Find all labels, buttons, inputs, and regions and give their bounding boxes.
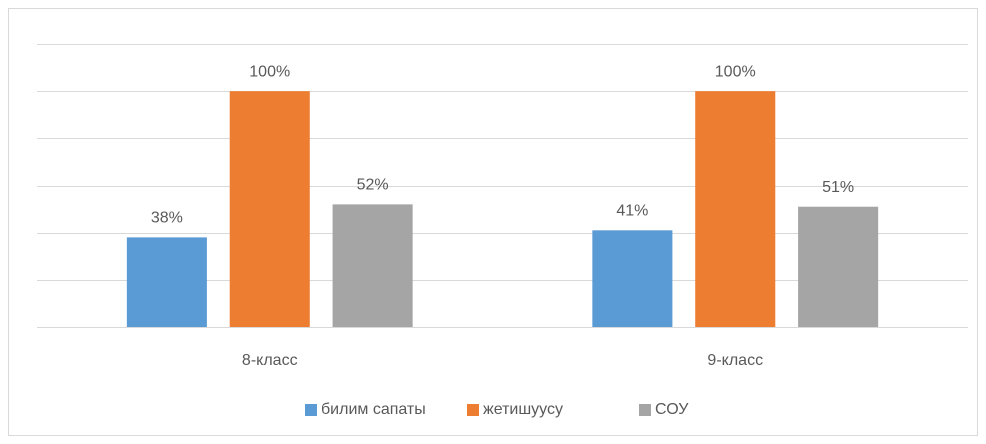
data-label: 52% xyxy=(357,177,389,194)
bar xyxy=(798,206,879,327)
data-label: 100% xyxy=(715,63,756,80)
legend-swatch xyxy=(639,404,651,416)
legend-label: билим сапаты xyxy=(321,401,426,418)
legend-label: СОУ xyxy=(655,401,689,418)
x-tick-label: 9-класс xyxy=(707,352,763,369)
legend-swatch xyxy=(305,404,317,416)
data-label: 38% xyxy=(151,210,183,227)
data-label: 41% xyxy=(616,203,648,220)
data-label: 51% xyxy=(822,179,854,196)
x-tick-label: 8-класс xyxy=(242,352,298,369)
bar xyxy=(695,91,776,328)
legend-swatch xyxy=(467,404,479,416)
bar xyxy=(592,230,673,327)
bar xyxy=(126,237,207,327)
data-label: 100% xyxy=(249,63,290,80)
bar xyxy=(332,204,413,327)
bar xyxy=(229,91,310,328)
legend-label: жетишуусу xyxy=(483,401,563,418)
